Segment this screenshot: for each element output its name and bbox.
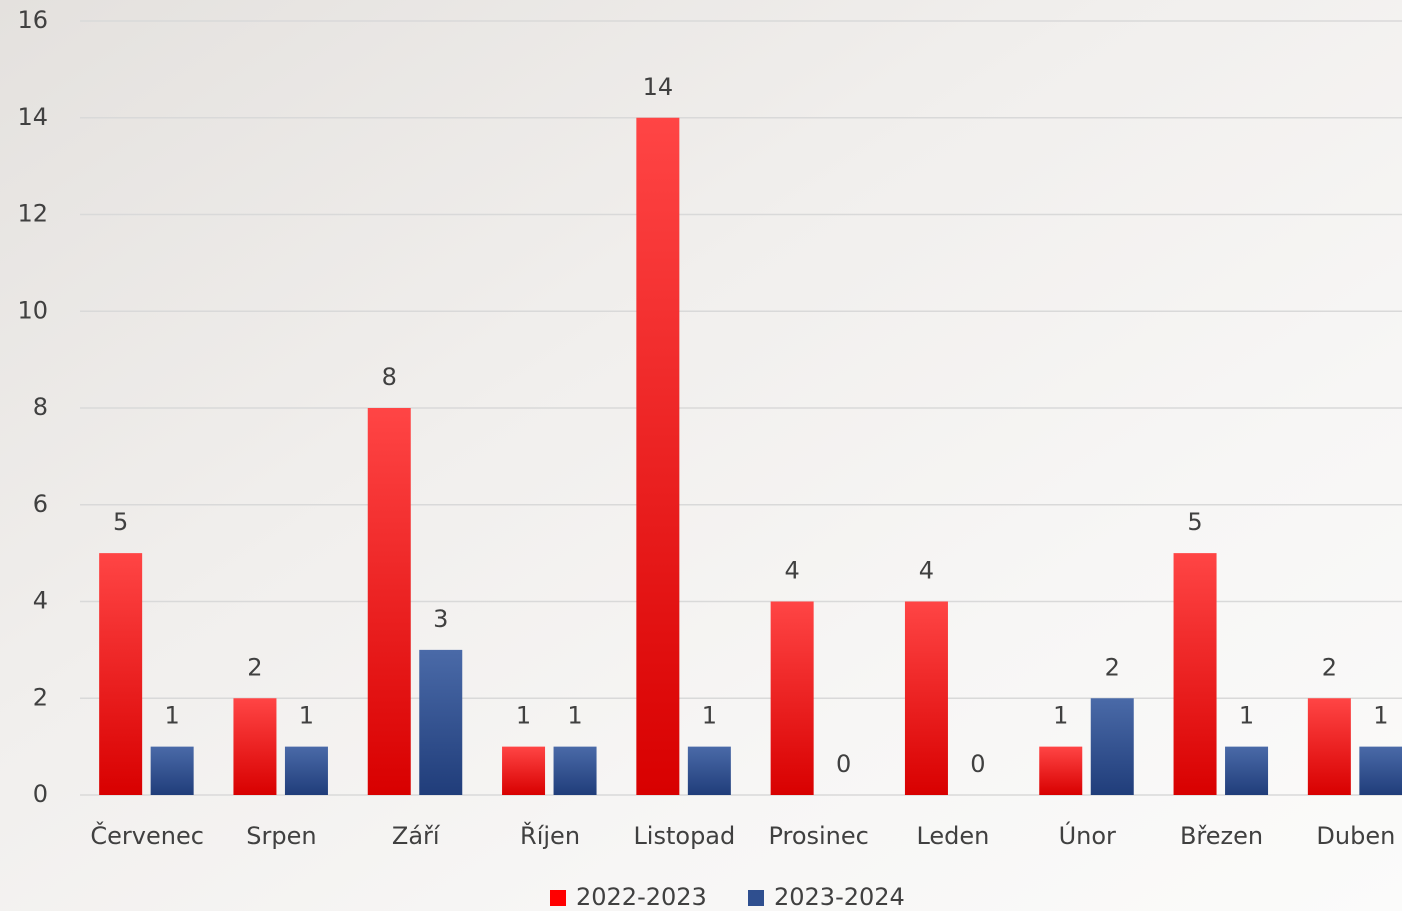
data-label: 5: [1187, 508, 1202, 536]
bar: [284, 746, 328, 795]
data-label: 1: [165, 702, 180, 730]
x-tick-label: Únor: [1059, 820, 1116, 850]
data-label: 0: [836, 750, 851, 778]
y-tick-label: 0: [33, 780, 48, 808]
data-label: 4: [919, 557, 934, 585]
legend-label: 2022-2023: [576, 883, 707, 911]
y-tick-label: 14: [17, 103, 48, 131]
data-label: 1: [702, 702, 717, 730]
legend-swatch: [748, 890, 764, 906]
x-tick-label: Duben: [1316, 822, 1395, 850]
bar: [636, 117, 680, 795]
data-label: 2: [247, 653, 262, 681]
bar: [502, 746, 546, 795]
y-tick-label: 8: [33, 393, 48, 421]
data-label: 0: [970, 750, 985, 778]
data-label: 2: [1105, 653, 1120, 681]
x-tick-label: Listopad: [633, 822, 735, 850]
data-label: 1: [299, 702, 314, 730]
bar: [367, 408, 411, 795]
bar: [233, 698, 277, 795]
bar: [904, 601, 948, 795]
legend-swatch: [550, 890, 566, 906]
y-tick-label: 6: [33, 490, 48, 518]
data-label: 4: [785, 557, 800, 585]
data-label: 1: [1239, 702, 1254, 730]
bar: [1090, 698, 1134, 795]
bar: [1173, 553, 1217, 795]
x-tick-label: Říjen: [520, 821, 580, 850]
bar: [770, 601, 814, 795]
x-tick-label: Leden: [916, 822, 989, 850]
data-label: 1: [567, 702, 582, 730]
legend-label: 2023-2024: [774, 883, 905, 911]
bar: [1225, 746, 1269, 795]
x-tick-label: Srpen: [246, 822, 316, 850]
bar: [687, 746, 731, 795]
bar: [1359, 746, 1402, 795]
data-label: 3: [433, 605, 448, 633]
bar: [99, 553, 143, 795]
data-label: 2: [1322, 653, 1337, 681]
y-tick-label: 2: [33, 683, 48, 711]
x-tick-label: Červenec: [90, 820, 204, 850]
y-tick-label: 12: [17, 200, 48, 228]
bar: [150, 746, 194, 795]
data-label: 5: [113, 508, 128, 536]
y-tick-label: 10: [17, 296, 48, 324]
data-label: 14: [643, 73, 674, 101]
bar: [1039, 746, 1083, 795]
bar: [1307, 698, 1351, 795]
bar: [419, 649, 463, 795]
x-tick-label: Prosinec: [768, 822, 868, 850]
x-tick-label: Březen: [1180, 822, 1263, 850]
data-label: 1: [516, 702, 531, 730]
x-tick-label: Září: [392, 822, 441, 850]
data-label: 8: [382, 363, 397, 391]
bar: [553, 746, 597, 795]
data-label: 1: [1053, 702, 1068, 730]
data-label: 1: [1373, 702, 1388, 730]
y-tick-label: 4: [33, 587, 48, 615]
y-tick-label: 16: [17, 6, 48, 34]
